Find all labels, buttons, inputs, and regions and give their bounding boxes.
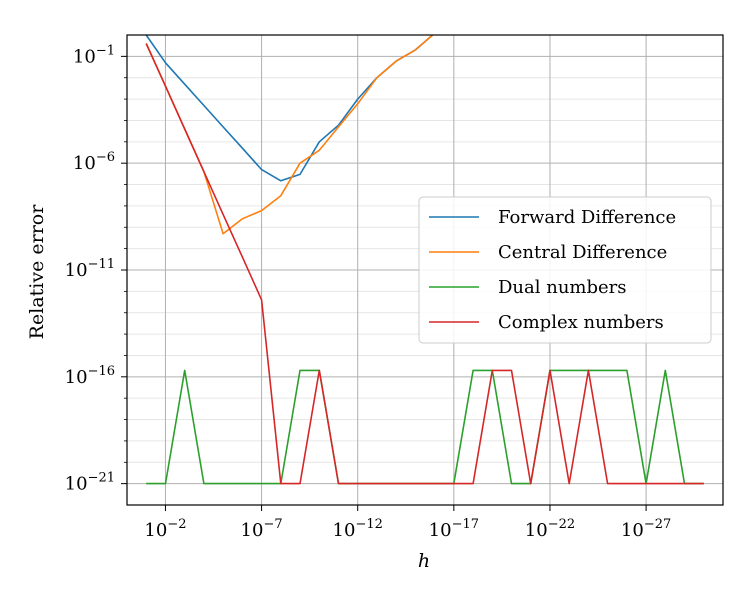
y-tick-label: 10−21: [65, 471, 115, 495]
x-tick-label: 10−7: [241, 517, 283, 541]
tick-marks: [121, 55, 647, 511]
x-tick-labels: 10−2 10−7 10−12 10−17 10−22 10−27: [144, 517, 671, 541]
series-line-4: [145, 43, 704, 485]
y-tick-label: 10−16: [65, 364, 115, 388]
legend-label: Central Difference: [498, 242, 667, 263]
legend-label: Forward Difference: [498, 207, 676, 228]
y-tick-label: 10−6: [73, 150, 115, 174]
series-layer: [145, 35, 704, 485]
legend-box: [418, 196, 712, 344]
x-tick-label: 10−2: [144, 517, 186, 541]
y-tick-labels: 10−1 10−6 10−11 10−16 10−21: [65, 43, 115, 494]
y-tick-label: 10−11: [65, 257, 115, 281]
legend-label: Dual numbers: [498, 277, 627, 298]
legend-label: Complex numbers: [498, 312, 664, 333]
legend: Forward Difference Central Difference Dual…: [418, 196, 712, 344]
x-tick-label: 10−12: [333, 517, 383, 541]
x-tick-label: 10−27: [621, 517, 671, 541]
x-tick-label: 10−17: [429, 517, 479, 541]
x-tick-label: 10−22: [525, 517, 575, 541]
y-tick-label: 10−1: [73, 43, 115, 67]
y-axis-label: Relative error: [26, 204, 48, 340]
x-axis-label: h: [418, 550, 430, 572]
